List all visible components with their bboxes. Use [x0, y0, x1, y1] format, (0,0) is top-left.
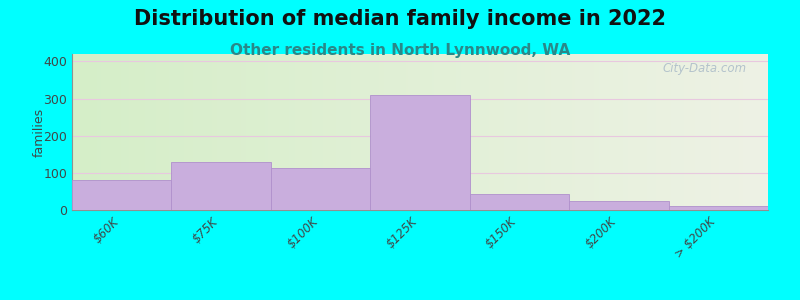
- Bar: [72, 179, 171, 210]
- Y-axis label: families: families: [33, 107, 46, 157]
- Text: Distribution of median family income in 2022: Distribution of median family income in …: [134, 9, 666, 29]
- Bar: [470, 194, 569, 210]
- Bar: [171, 163, 271, 210]
- Bar: [271, 168, 370, 210]
- Text: Other residents in North Lynnwood, WA: Other residents in North Lynnwood, WA: [230, 44, 570, 59]
- Bar: [370, 95, 470, 210]
- Bar: [669, 206, 768, 210]
- Text: City-Data.com: City-Data.com: [663, 62, 747, 75]
- Bar: [569, 201, 669, 210]
